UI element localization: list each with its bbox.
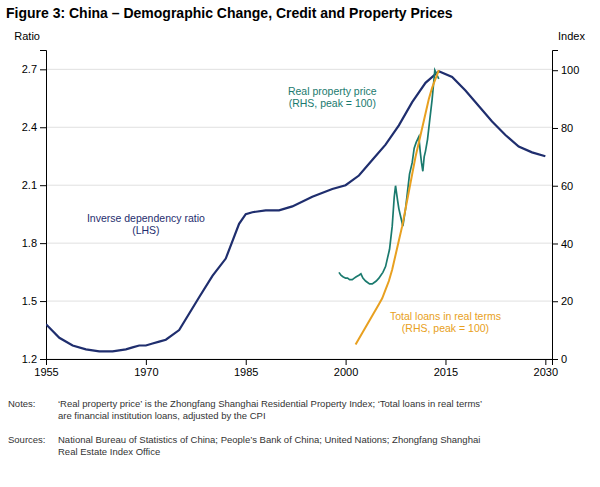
text-line: National Bureau of Statistics of China; … <box>58 434 480 445</box>
tick-label: 1.5 <box>22 295 37 307</box>
tick: 100 <box>552 64 579 76</box>
tick: 40 <box>552 238 573 250</box>
tick: 1.2 <box>22 353 46 365</box>
tick-label: 1970 <box>134 366 158 378</box>
tick: 2015 <box>434 359 458 378</box>
tick-mark <box>552 186 558 187</box>
grid-line <box>46 301 552 302</box>
footer: Notes: ‘Real property price’ is the Zhong… <box>8 398 482 457</box>
title: Figure 3: China – Demographic Change, Cr… <box>6 5 453 21</box>
tick: 2000 <box>334 359 358 378</box>
y-axis-title: Ratio <box>14 30 40 42</box>
tick-mark <box>246 359 247 365</box>
tick-label: 2.1 <box>22 179 37 191</box>
axis-line <box>40 51 47 360</box>
series-line <box>356 70 439 344</box>
tick-label: 0 <box>561 353 567 365</box>
tick-mark <box>40 359 46 360</box>
tick: 1985 <box>234 359 258 378</box>
tick-label: 80 <box>561 122 573 134</box>
tick-mark <box>346 359 347 365</box>
tick-label: 2030 <box>534 366 558 378</box>
text-line: (LHS) <box>132 224 159 236</box>
series-line <box>46 71 545 351</box>
footnote-label: Sources: <box>8 434 46 445</box>
text-line: (RHS, peak = 100) <box>402 322 489 334</box>
text-line: are financial institution loans, adjuste… <box>58 410 266 421</box>
grid-line <box>46 243 552 244</box>
text-line: Total loans in real terms <box>390 310 501 322</box>
tick-mark <box>40 185 46 186</box>
tick-label: 100 <box>561 64 579 76</box>
plot: 1955 1970 1985 2000 2015 2030 1.2 1.5 1.8 2.1 2.4 2… <box>14 30 585 378</box>
tick: 1.5 <box>22 295 46 307</box>
y2-axis: 0 20 40 60 80 100 <box>552 51 579 366</box>
series-label: Total loans in real terms(RHS, peak = 10… <box>390 310 501 334</box>
tick-label: 60 <box>561 180 573 192</box>
tick-label: 1955 <box>34 366 58 378</box>
tick-label: 2015 <box>434 366 458 378</box>
chart-svg: Figure 3: China – Demographic Change, Cr… <box>0 0 600 487</box>
tick-mark <box>40 301 46 302</box>
text-line: Real property price <box>288 85 377 97</box>
text-line: Real Estate Index Office <box>58 446 160 457</box>
tick: 20 <box>552 295 573 307</box>
tick-mark <box>545 359 546 365</box>
grid-line <box>46 127 552 128</box>
lines <box>46 70 545 351</box>
tick: 1.8 <box>22 237 46 249</box>
grid-line <box>46 185 552 186</box>
tick: 2.4 <box>22 121 46 133</box>
tick: 2030 <box>534 359 558 378</box>
tick-mark <box>552 243 558 244</box>
tick-mark <box>552 301 558 302</box>
tick-mark <box>552 128 558 129</box>
tick: 0 <box>552 353 567 365</box>
x-axis: 1955 1970 1985 2000 2015 2030 <box>34 359 558 378</box>
tick-label: 2.7 <box>22 63 37 75</box>
series-label: Inverse dependency ratio(LHS) <box>87 212 205 236</box>
grid <box>46 69 552 359</box>
tick-label: 1.2 <box>22 353 37 365</box>
tick-label: 2.4 <box>22 121 37 133</box>
tick: 80 <box>552 122 573 134</box>
text-line: ‘Real property price’ is the Zhongfang S… <box>58 398 482 409</box>
footnote: ‘Real property price’ is the Zhongfang S… <box>58 398 482 421</box>
tick-mark <box>552 70 558 71</box>
text-line: (RHS, peak = 100) <box>289 97 376 109</box>
grid-line <box>46 69 552 70</box>
tick: 1955 <box>34 359 58 378</box>
footnote-label: Notes: <box>8 398 35 409</box>
tick: 1970 <box>134 359 158 378</box>
text-line: Inverse dependency ratio <box>87 212 205 224</box>
y-axis: 1.2 1.5 1.8 2.1 2.4 2.7 <box>22 51 47 366</box>
tick-mark <box>40 69 46 70</box>
tick-label: 40 <box>561 238 573 250</box>
axis-line <box>47 360 553 366</box>
tick: 60 <box>552 180 573 192</box>
tick: 2.1 <box>22 179 46 191</box>
axis-line <box>553 51 559 360</box>
series-label: Real property price(RHS, peak = 100) <box>288 85 377 109</box>
tick-mark <box>146 359 147 365</box>
tick-label: 1985 <box>234 366 258 378</box>
tick-mark <box>40 243 46 244</box>
tick-label: 20 <box>561 295 573 307</box>
tick-mark <box>40 127 46 128</box>
footnote: National Bureau of Statistics of China; … <box>58 434 480 457</box>
tick-label: 1.8 <box>22 237 37 249</box>
tick-label: 2000 <box>334 366 358 378</box>
chart-container: Figure 3: China – Demographic Change, Cr… <box>0 0 600 487</box>
tick-mark <box>445 359 446 365</box>
tick: 2.7 <box>22 63 46 75</box>
tick-mark <box>552 359 558 360</box>
y2-axis-title: Index <box>558 30 585 42</box>
